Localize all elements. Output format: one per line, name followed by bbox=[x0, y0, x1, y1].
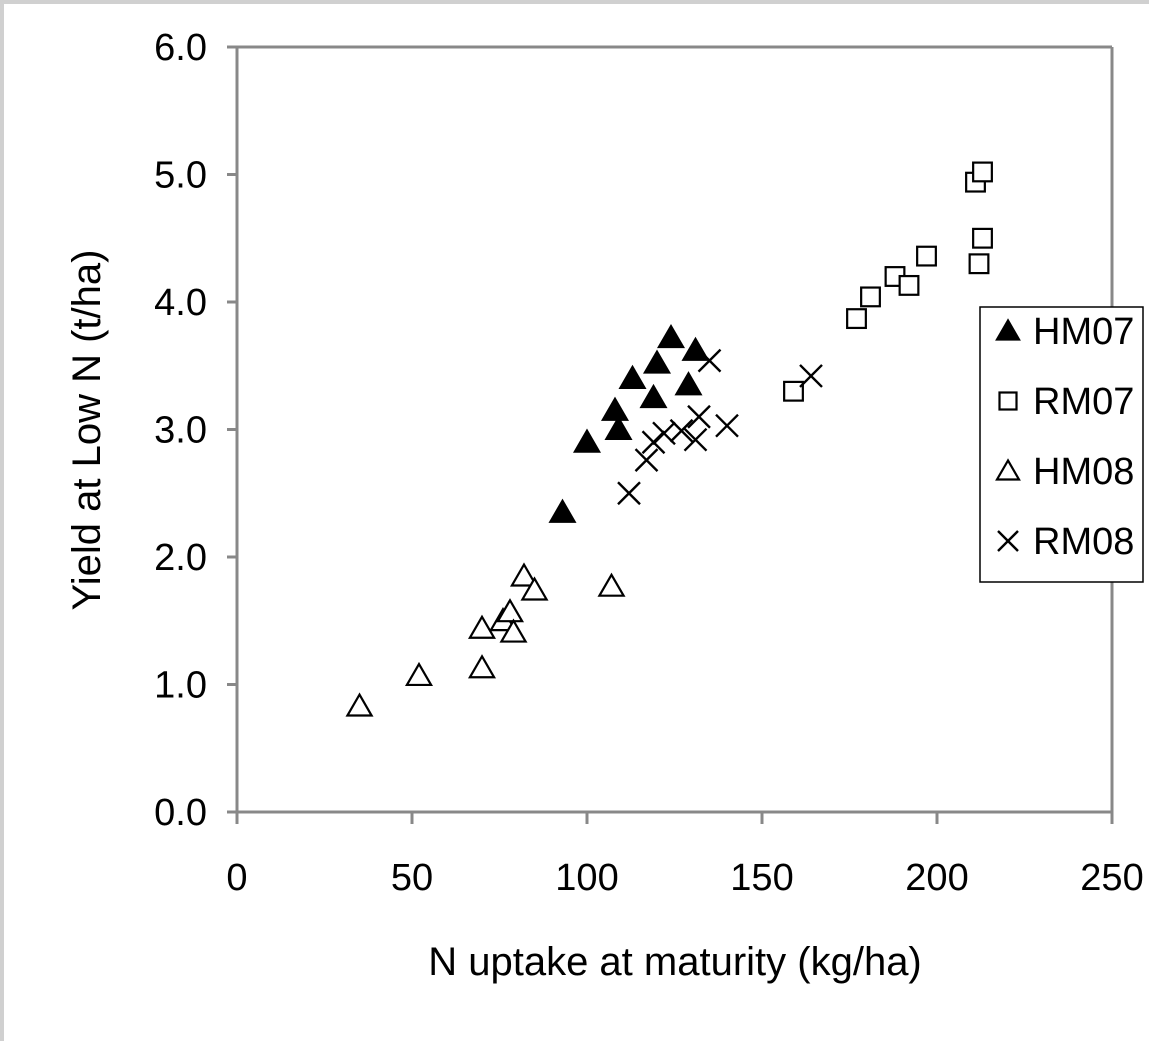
point-hm08 bbox=[467, 614, 497, 639]
x-axis-title: N uptake at maturity (kg/ha) bbox=[428, 940, 922, 984]
x-marker-stroke bbox=[997, 530, 1019, 552]
point-hm08 bbox=[345, 692, 374, 717]
x-marker-stroke bbox=[617, 481, 641, 506]
point-rm08 bbox=[687, 404, 711, 429]
point-rm07 bbox=[916, 245, 937, 267]
x-tick-label: 50 bbox=[391, 857, 433, 899]
legend-marker-rm08 bbox=[997, 530, 1019, 552]
x-marker-stroke bbox=[799, 364, 823, 388]
point-hm07 bbox=[604, 415, 633, 440]
point-rm08 bbox=[715, 413, 739, 438]
point-rm08 bbox=[799, 364, 823, 388]
x-tick-label: 100 bbox=[555, 857, 618, 899]
point-rm07 bbox=[783, 380, 804, 402]
y-tick-label: 5.0 bbox=[154, 155, 207, 197]
legend-marker-hm08 bbox=[995, 458, 1021, 481]
point-hm08 bbox=[495, 598, 525, 623]
x-marker-stroke bbox=[715, 413, 739, 438]
point-hm08 bbox=[597, 572, 626, 597]
point-hm07 bbox=[642, 349, 672, 374]
y-axis-title: Yield at Low N (t/ha) bbox=[65, 250, 109, 611]
y-tick-label: 1.0 bbox=[154, 665, 207, 707]
chart-border-left bbox=[0, 0, 4, 1041]
point-hm07 bbox=[572, 428, 602, 453]
point-hm08 bbox=[467, 654, 497, 679]
x-marker-stroke bbox=[652, 421, 676, 446]
point-hm07 bbox=[600, 396, 630, 421]
point-rm07 bbox=[972, 161, 993, 183]
point-hm07 bbox=[656, 323, 686, 349]
data-points bbox=[345, 161, 993, 717]
x-marker-stroke bbox=[683, 427, 708, 452]
y-tick-label: 0.0 bbox=[154, 792, 207, 834]
point-hm07 bbox=[674, 371, 703, 396]
point-hm07 bbox=[548, 498, 577, 523]
point-rm07 bbox=[968, 253, 990, 275]
y-tick-label: 2.0 bbox=[154, 537, 207, 579]
legend: HM07 RM07 HM08 RM08 bbox=[979, 306, 1144, 583]
legend-label-hm08: HM08 bbox=[1033, 451, 1134, 493]
x-marker-stroke bbox=[697, 348, 722, 373]
chart-border-top bbox=[0, 0, 1149, 4]
point-hm07 bbox=[618, 364, 647, 389]
y-tick-label: 3.0 bbox=[154, 410, 207, 452]
point-hm07 bbox=[639, 383, 668, 409]
point-rm08 bbox=[634, 448, 659, 472]
point-rm08 bbox=[683, 427, 708, 452]
point-hm08 bbox=[499, 618, 528, 643]
tick-labels: 0.0 1.0 2.0 3.0 4.0 5.0 6.0 0 50 100 150 200 250 bbox=[154, 27, 1144, 899]
legend-label-rm07: RM07 bbox=[1033, 381, 1134, 423]
x-tick-label: 250 bbox=[1080, 857, 1143, 899]
x-tick-label: 150 bbox=[730, 857, 793, 899]
point-hm08 bbox=[520, 576, 549, 601]
point-rm07 bbox=[898, 274, 920, 296]
x-tick-label: 0 bbox=[226, 857, 247, 899]
point-rm08 bbox=[617, 481, 641, 506]
point-hm08 bbox=[509, 562, 539, 587]
x-marker-stroke bbox=[634, 448, 659, 472]
point-rm07 bbox=[972, 227, 993, 249]
legend-marker-rm07 bbox=[998, 391, 1018, 411]
legend-marker-hm07 bbox=[995, 318, 1021, 341]
y-tick-label: 4.0 bbox=[154, 282, 207, 324]
point-rm07 bbox=[860, 286, 881, 308]
point-rm07 bbox=[846, 308, 867, 330]
x-marker-stroke bbox=[669, 418, 694, 443]
axis-ticks bbox=[227, 45, 1114, 824]
x-tick-label: 200 bbox=[905, 857, 968, 899]
point-hm08 bbox=[404, 661, 434, 687]
point-rm08 bbox=[669, 418, 694, 443]
legend-label-rm08: RM08 bbox=[1033, 521, 1134, 563]
legend-box bbox=[979, 306, 1144, 583]
legend-label-hm07: HM07 bbox=[1033, 311, 1134, 353]
point-hm07 bbox=[681, 336, 710, 361]
x-marker-stroke bbox=[687, 404, 711, 429]
y-tick-label: 6.0 bbox=[154, 27, 207, 69]
